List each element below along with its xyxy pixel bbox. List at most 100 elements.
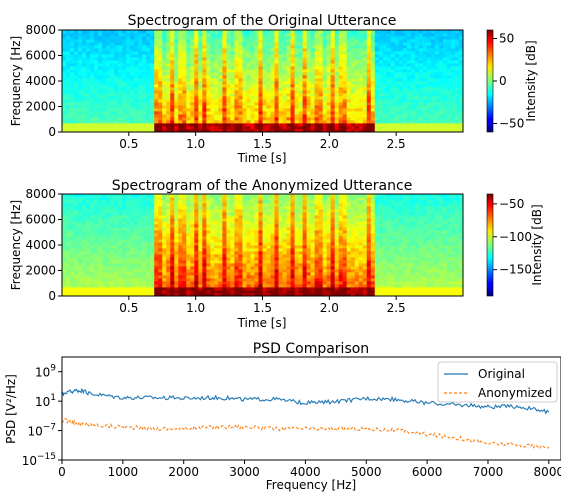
spectrogram-cell xyxy=(106,224,111,228)
spectrogram-cell xyxy=(194,206,199,210)
spectrogram-cell xyxy=(146,126,151,130)
spectrogram-cell xyxy=(94,51,99,55)
spectrogram-cell xyxy=(190,42,195,46)
spectrogram-cell xyxy=(242,236,247,240)
spectrogram-cell xyxy=(206,227,211,231)
spectrogram-cell xyxy=(334,30,340,34)
spectrogram-cell xyxy=(426,45,432,49)
spectrogram-cell xyxy=(162,278,167,282)
spectrogram-cell xyxy=(414,69,420,73)
spectrogram-cell xyxy=(218,78,223,82)
spectrogram-cell xyxy=(102,239,107,243)
spectrogram-cell xyxy=(62,111,67,115)
spectrogram-cell xyxy=(174,93,179,97)
spectrogram-cell xyxy=(218,269,223,273)
spectrogram-cell xyxy=(190,75,195,79)
spectrogram-cell xyxy=(170,39,175,43)
spectrogram-cell xyxy=(354,48,360,52)
spectrogram-cell xyxy=(366,60,372,64)
spectrogram-cell xyxy=(218,33,223,37)
spectrogram-cell xyxy=(110,197,115,201)
spectrogram-cell xyxy=(138,102,143,106)
spectrogram-cell xyxy=(222,81,227,85)
spectrogram-cell xyxy=(90,269,95,273)
spectrogram-cell xyxy=(394,78,400,82)
spectrogram-cell xyxy=(214,45,219,49)
spectrogram-cell xyxy=(362,108,368,112)
spectrogram-cell xyxy=(142,126,147,130)
spectrogram-cell xyxy=(286,96,291,100)
spectrogram-cell xyxy=(190,105,195,109)
spectrogram-cell xyxy=(258,87,263,91)
spectrogram-cell xyxy=(366,105,372,109)
spectrogram-anonymized-title: Spectrogram of the Anonymized Utterance xyxy=(112,178,413,194)
spectrogram-cell xyxy=(98,224,103,228)
spectrogram-cell xyxy=(450,87,456,91)
spectrogram-cell xyxy=(158,281,163,285)
spectrogram-cell xyxy=(74,206,79,210)
spectrogram-cell xyxy=(110,117,115,121)
spectrogram-cell xyxy=(74,215,79,219)
spectrogram-cell xyxy=(386,87,392,91)
spectrogram-cell xyxy=(370,75,376,79)
spectrogram-cell xyxy=(170,108,175,112)
spectrogram-cell xyxy=(306,93,312,97)
spectrogram-cell xyxy=(262,108,267,112)
spectrogram-cell xyxy=(198,275,203,279)
spectrogram-cell xyxy=(406,36,412,40)
spectrogram-cell xyxy=(78,81,83,85)
spectrogram-cell xyxy=(214,272,219,276)
spectrogram-cell xyxy=(394,45,400,49)
spectrogram-cell xyxy=(242,30,247,34)
spectrogram-cell xyxy=(166,221,171,225)
spectrogram-cell xyxy=(66,248,71,252)
spectrogram-cell xyxy=(394,87,400,91)
spectrogram-cell xyxy=(230,230,235,234)
spectrogram-cell xyxy=(142,84,147,88)
spectrogram-cell xyxy=(254,114,259,118)
spectrogram-cell xyxy=(142,206,147,210)
spectrogram-cell xyxy=(202,84,207,88)
spectrogram-cell xyxy=(426,111,432,115)
spectrogram-cell xyxy=(434,75,440,79)
spectrogram-cell xyxy=(330,33,336,37)
spectrogram-cell xyxy=(118,290,123,294)
spectrogram-cell xyxy=(346,123,352,127)
spectrogram-cell xyxy=(374,33,380,37)
spectrogram-cell xyxy=(146,90,151,94)
spectrogram-cell xyxy=(218,284,223,288)
spectrogram-cell xyxy=(442,66,448,70)
spectrogram-cell xyxy=(110,66,115,70)
spectrogram-cell xyxy=(234,42,239,46)
spectrogram-cell xyxy=(194,284,199,288)
spectrogram-cell xyxy=(446,66,452,70)
spectrogram-cell xyxy=(342,117,348,121)
spectrogram-cell xyxy=(434,51,440,55)
spectrogram-cell xyxy=(450,120,456,124)
spectrogram-cell xyxy=(190,290,195,294)
spectrogram-cell xyxy=(118,221,123,225)
spectrogram-cell xyxy=(318,57,324,61)
spectrogram-cell xyxy=(98,203,103,207)
spectrogram-cell xyxy=(62,36,67,40)
spectrogram-cell xyxy=(450,39,456,43)
spectrogram-cell xyxy=(342,30,348,34)
spectrogram-cell xyxy=(134,126,139,130)
spectrogram-cell xyxy=(98,36,103,40)
spectrogram-cell xyxy=(138,209,143,213)
spectrogram-cell xyxy=(150,48,155,52)
spectrogram-cell xyxy=(330,51,336,55)
spectrogram-cell xyxy=(66,63,71,67)
spectrogram-cell xyxy=(182,215,187,219)
spectrogram-cell xyxy=(294,126,299,130)
spectrogram-cell xyxy=(190,197,195,201)
spectrogram-cell xyxy=(214,108,219,112)
spectrogram-cell xyxy=(278,66,283,70)
spectrogram-cell xyxy=(358,81,364,85)
spectrogram-cell xyxy=(162,99,167,103)
spectrogram-cell xyxy=(334,105,340,109)
spectrogram-cell xyxy=(122,248,127,252)
spectrogram-cell xyxy=(134,72,139,76)
spectrogram-cell xyxy=(170,272,175,276)
spectrogram-cell xyxy=(230,111,235,115)
